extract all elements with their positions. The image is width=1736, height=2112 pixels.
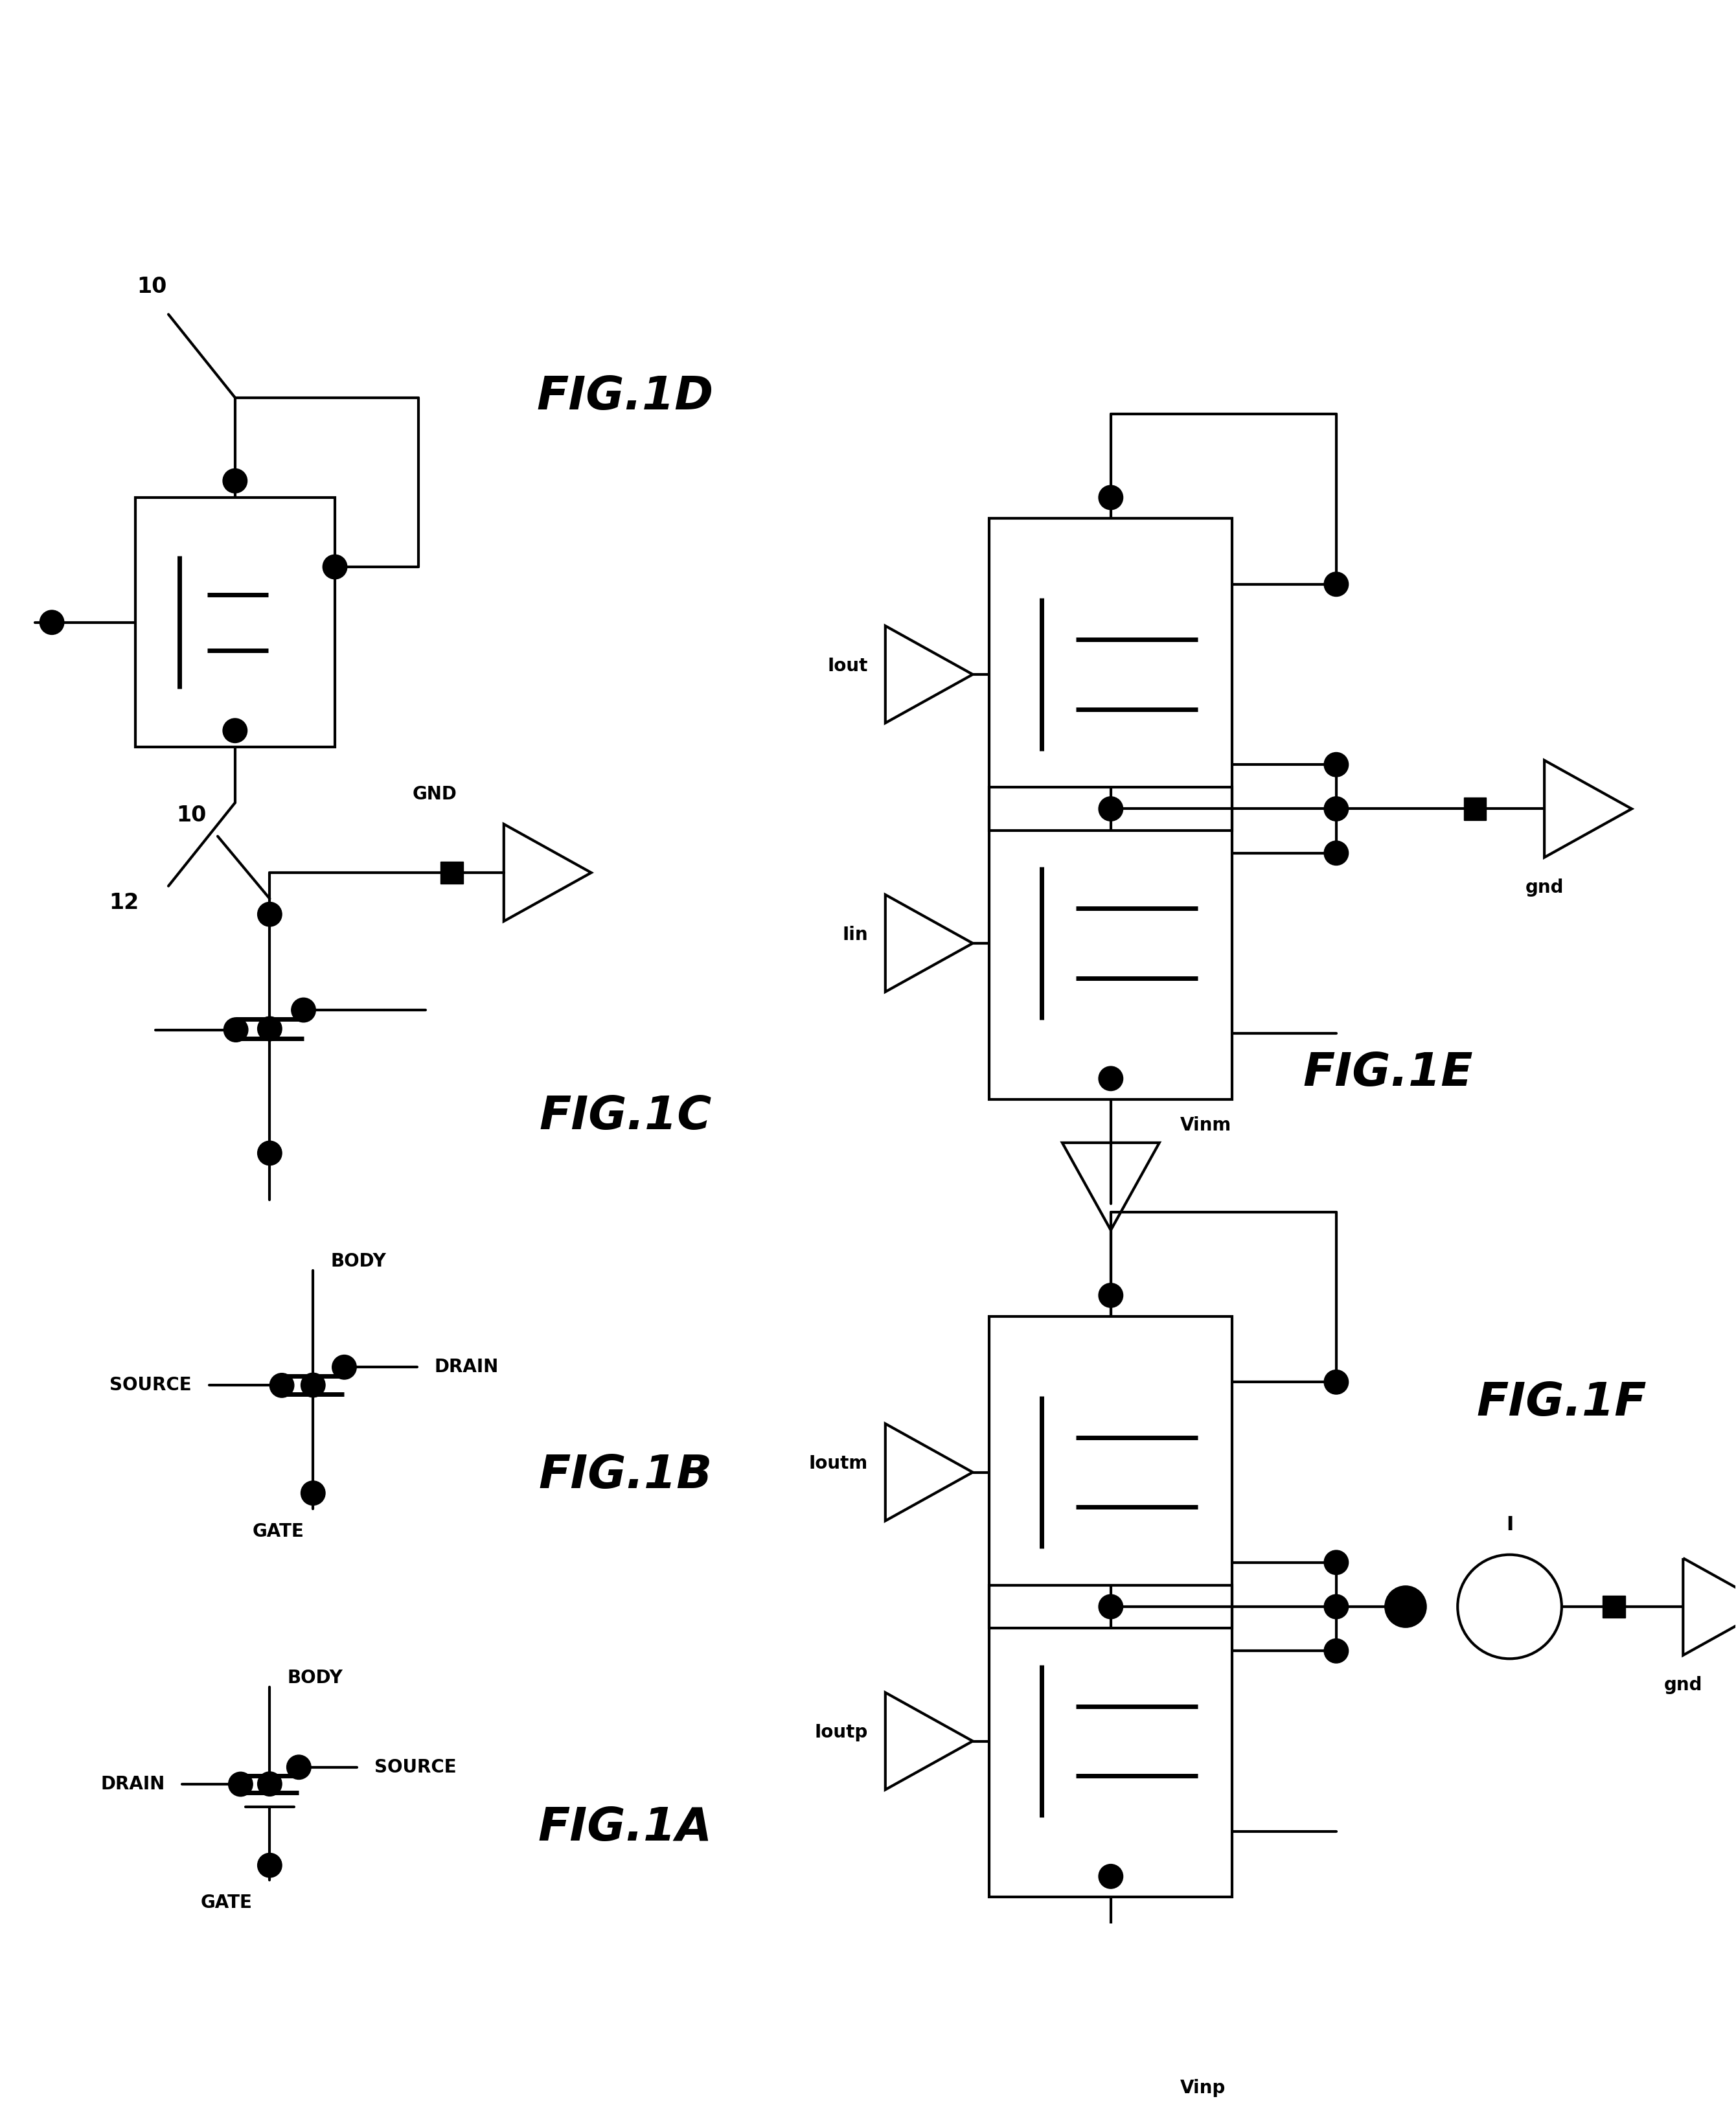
Bar — [1463, 798, 1486, 819]
Text: FIG.1D: FIG.1D — [536, 374, 713, 420]
Circle shape — [224, 1018, 248, 1041]
Circle shape — [292, 997, 316, 1022]
Text: gnd: gnd — [1524, 879, 1564, 895]
Circle shape — [257, 1140, 281, 1166]
Circle shape — [222, 469, 247, 492]
Circle shape — [257, 1852, 281, 1878]
Circle shape — [1325, 1371, 1349, 1394]
Text: I: I — [1505, 1514, 1514, 1533]
Circle shape — [300, 1481, 325, 1506]
Circle shape — [1099, 1595, 1123, 1618]
Text: FIG.1E: FIG.1E — [1304, 1052, 1474, 1096]
Text: GATE: GATE — [253, 1523, 304, 1542]
Text: DRAIN: DRAIN — [434, 1358, 498, 1377]
Circle shape — [332, 1356, 356, 1379]
Text: BODY: BODY — [286, 1668, 342, 1687]
Circle shape — [1325, 1550, 1349, 1576]
Bar — [135, 498, 335, 748]
Text: Ioutp: Ioutp — [814, 1723, 868, 1742]
Text: SOURCE: SOURCE — [109, 1377, 191, 1394]
Bar — [1602, 1595, 1625, 1618]
Text: 10: 10 — [177, 805, 207, 826]
Text: Vinm: Vinm — [1180, 1117, 1231, 1134]
Circle shape — [1325, 841, 1349, 866]
Circle shape — [1325, 1595, 1349, 1618]
Text: SOURCE: SOURCE — [375, 1757, 457, 1776]
Text: GND: GND — [411, 786, 457, 803]
Text: Iout: Iout — [828, 657, 868, 676]
Circle shape — [1325, 752, 1349, 777]
Circle shape — [1385, 1586, 1427, 1628]
Bar — [990, 1316, 1233, 1628]
Text: Iin: Iin — [842, 925, 868, 944]
Bar — [990, 517, 1233, 830]
Circle shape — [229, 1772, 253, 1797]
Bar — [990, 1584, 1233, 1897]
Text: FIG.1C: FIG.1C — [538, 1094, 712, 1138]
Text: FIG.1B: FIG.1B — [538, 1453, 712, 1497]
Text: FIG.1A: FIG.1A — [538, 1806, 712, 1850]
Circle shape — [1325, 572, 1349, 596]
Circle shape — [1325, 796, 1349, 822]
Text: Ioutm: Ioutm — [809, 1455, 868, 1472]
Circle shape — [222, 718, 247, 743]
Text: Vinp: Vinp — [1180, 2078, 1226, 2097]
Circle shape — [286, 1755, 311, 1778]
Text: DRAIN: DRAIN — [101, 1774, 165, 1793]
Circle shape — [257, 1772, 281, 1795]
Circle shape — [40, 610, 64, 634]
Circle shape — [1099, 796, 1123, 822]
Text: GATE: GATE — [201, 1894, 252, 1911]
Circle shape — [1099, 486, 1123, 509]
Text: FIG.1F: FIG.1F — [1477, 1381, 1647, 1426]
Text: gnd: gnd — [1663, 1677, 1703, 1694]
Bar — [990, 788, 1233, 1100]
Circle shape — [1325, 1639, 1349, 1662]
Circle shape — [1099, 1284, 1123, 1307]
Bar — [441, 862, 464, 885]
Circle shape — [323, 555, 347, 579]
Circle shape — [269, 1373, 293, 1398]
Circle shape — [257, 902, 281, 927]
Text: 12: 12 — [109, 891, 139, 912]
Text: 10: 10 — [137, 277, 167, 298]
Circle shape — [1099, 1865, 1123, 1888]
Circle shape — [300, 1373, 325, 1398]
Circle shape — [257, 1016, 281, 1041]
Circle shape — [1099, 1067, 1123, 1090]
Text: BODY: BODY — [330, 1252, 385, 1271]
